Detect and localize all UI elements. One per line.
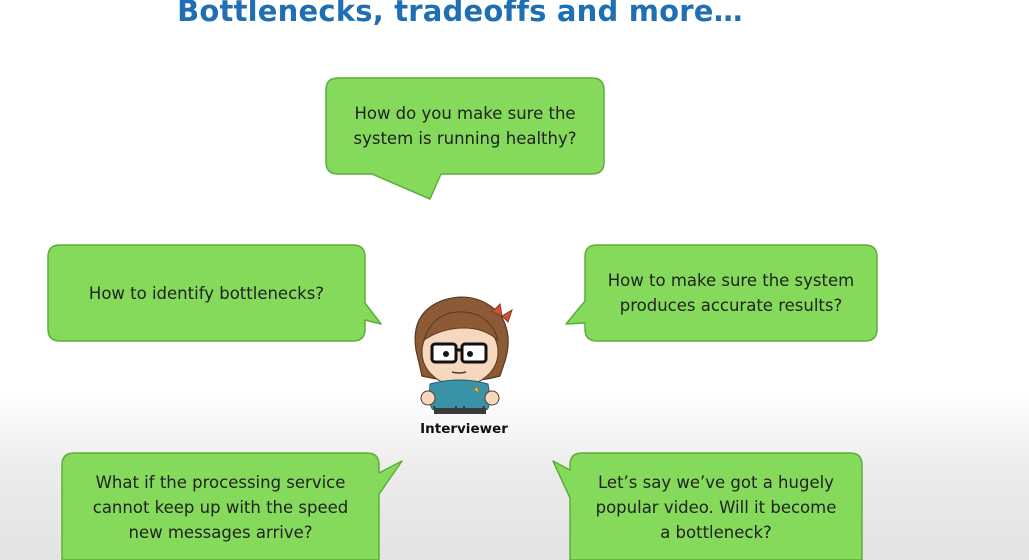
speech-bubble-left xyxy=(47,244,382,342)
bubble-text-right: How to make sure the system produces acc… xyxy=(607,271,855,315)
bubble-text-top: How do you make sure the system is runni… xyxy=(353,104,577,148)
speech-bubble-top xyxy=(325,77,605,200)
interviewer-caption: Interviewer xyxy=(420,421,508,437)
slide-title: Bottlenecks, tradeoffs and more… xyxy=(177,0,743,28)
interviewer-avatar xyxy=(414,296,513,415)
speech-bubble-bottom-left xyxy=(61,452,403,560)
bubble-text-bottom-right: Let’s say we’ve got a hugely popular vid… xyxy=(595,472,837,542)
speech-bubble-right xyxy=(565,244,878,342)
bubble-text-left: How to identify bottlenecks? xyxy=(88,283,325,303)
bubble-text-bottom-left: What if the processing service cannot ke… xyxy=(92,472,349,542)
speech-bubble-bottom-right xyxy=(552,452,863,560)
